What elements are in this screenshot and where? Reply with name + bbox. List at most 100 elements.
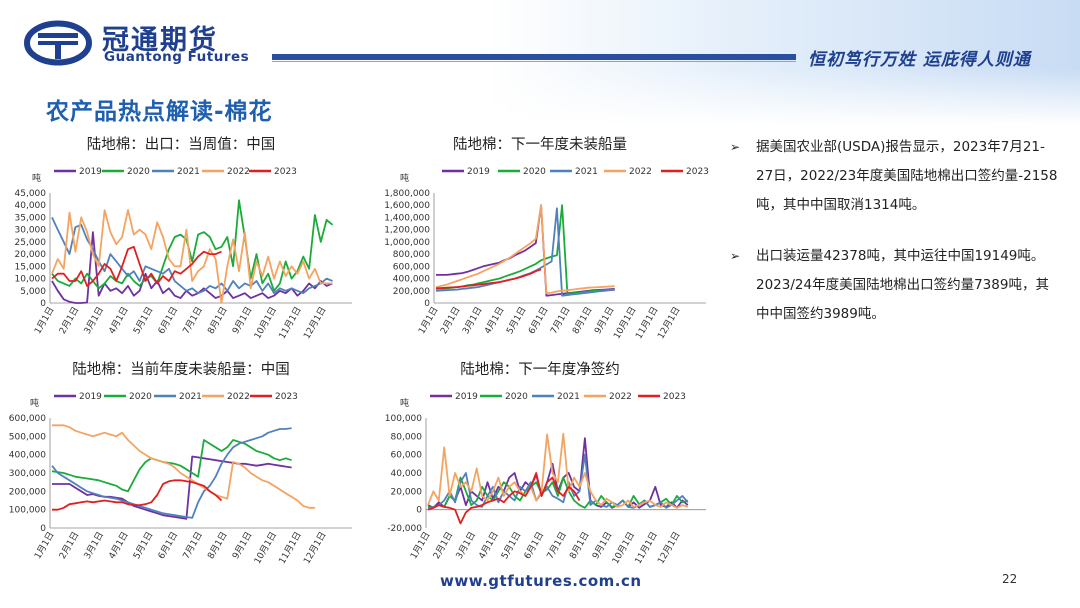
x-tick-label: 12月1日 xyxy=(301,530,328,566)
legend-label-2021: 2021 xyxy=(177,167,200,177)
series-line-2023 xyxy=(427,472,581,525)
x-tick-label: 9月1日 xyxy=(230,305,254,336)
legend-label-2021: 2021 xyxy=(575,167,598,177)
y-tick-label: 1,200,000 xyxy=(384,226,430,236)
x-tick-label: 2月1日 xyxy=(431,530,455,561)
chart-title: 陆地棉：下一年度净签约 xyxy=(460,362,620,378)
x-tick-label: 8月1日 xyxy=(570,305,594,336)
x-tick-label: 11月1日 xyxy=(277,305,304,341)
x-tick-label: 6月1日 xyxy=(156,305,180,336)
y-tick-label: 30,000 xyxy=(15,226,47,236)
x-tick-label: 3月1日 xyxy=(82,530,106,561)
chart-canvas: 吨 1,800,000 1,600,000 1,400,000 1,200,000 1,0… xyxy=(384,167,709,341)
y-tick-label: 0 xyxy=(40,524,46,534)
legend-label-2020: 2020 xyxy=(523,167,546,177)
y-tick-label: 15,000 xyxy=(15,262,47,272)
y-tick-label: 20,000 xyxy=(15,250,47,260)
legend-label-2023: 2023 xyxy=(275,392,298,402)
chart-next-year-net-sales: 陆地棉：下一年度净签约 吨 100,000 80,000 60,000 40,000 20… xyxy=(370,358,710,566)
y-tick-label: 45,000 xyxy=(15,189,47,199)
legend-label-2019: 2019 xyxy=(467,167,490,177)
brand-name-en: Guantong Futures xyxy=(104,49,250,65)
chart-title: 陆地棉：下一年度未装船量 xyxy=(453,137,627,153)
y-tick-label: 5,000 xyxy=(20,287,46,297)
page-number: 22 xyxy=(1002,572,1018,586)
x-tick-label: 5月1日 xyxy=(504,305,528,336)
x-tick-label: 5月1日 xyxy=(131,530,155,561)
arrow-bullet-icon: ➢ xyxy=(730,249,741,263)
x-tick-label: 5月1日 xyxy=(131,305,155,336)
series-line-2020 xyxy=(51,439,292,493)
legend-label-2023: 2023 xyxy=(663,392,686,402)
header-divider xyxy=(272,54,796,60)
footer-website-link[interactable]: www.gtfutures.com.cn xyxy=(440,572,642,590)
series-line-2021 xyxy=(435,207,615,297)
y-tick-label: 10,000 xyxy=(15,275,47,285)
legend-label-2021: 2021 xyxy=(557,392,580,402)
x-tick-label: 6月1日 xyxy=(156,530,180,561)
x-tick-label: 4月1日 xyxy=(107,305,131,336)
x-tick-label: 1月1日 xyxy=(416,305,440,336)
company-logo-icon xyxy=(24,20,92,66)
brand-name-cn: 冠通期货 xyxy=(102,25,218,56)
bullet-item: ➢ 据美国农业部(USDA)报告显示，2023年7月21-27日，2022/23… xyxy=(730,133,1060,220)
legend-label-2019: 2019 xyxy=(79,392,102,402)
arrow-bullet-icon: ➢ xyxy=(730,140,741,154)
y-unit-label: 吨 xyxy=(30,397,39,409)
y-tick-label: 60,000 xyxy=(391,451,423,461)
series-line-2022 xyxy=(51,209,333,304)
series-line-2019 xyxy=(51,231,333,304)
y-unit-label: 吨 xyxy=(32,172,41,184)
y-tick-label: 400,000 xyxy=(393,275,430,285)
chart-export-weekly-china: 陆地棉：出口：当周值：中国 吨 45,000 40,000 35,000 30,000 2… xyxy=(4,133,358,341)
chart-canvas: 吨 100,000 80,000 60,000 40,000 20,000 0 -20,000… xyxy=(385,392,706,566)
legend-label-2022: 2022 xyxy=(609,392,632,402)
y-tick-label: 0 xyxy=(416,506,422,516)
x-tick-label: 3月1日 xyxy=(82,305,106,336)
x-tick-label: 4月1日 xyxy=(107,530,131,561)
y-tick-label: 35,000 xyxy=(15,213,47,223)
bullet-text: 据美国农业部(USDA)报告显示，2023年7月21-27日，2022/23年度… xyxy=(756,139,1058,213)
series-line-2023 xyxy=(51,245,222,287)
header-divider-thin xyxy=(272,61,796,62)
series-line-2023 xyxy=(52,479,223,511)
series-line-2021 xyxy=(51,427,292,519)
x-tick-label: 7月1日 xyxy=(545,530,569,561)
header-fade xyxy=(0,0,1080,125)
page-title: 农产品热点解读-棉花 xyxy=(46,99,273,125)
y-tick-label: 40,000 xyxy=(391,469,423,479)
x-tick-label: 6月1日 xyxy=(526,305,550,336)
y-tick-label: 25,000 xyxy=(15,238,47,248)
x-tick-label: 4月1日 xyxy=(482,305,506,336)
legend-label-2022: 2022 xyxy=(629,167,652,177)
x-tick-label: 9月1日 xyxy=(230,530,254,561)
x-tick-label: 2月1日 xyxy=(57,530,81,561)
legend-label-2019: 2019 xyxy=(455,392,478,402)
y-tick-label: 1,800,000 xyxy=(384,189,430,199)
x-tick-label: 2月1日 xyxy=(57,305,81,336)
series-line-2020 xyxy=(51,199,334,292)
series-line-2019 xyxy=(436,204,615,297)
y-tick-label: 600,000 xyxy=(9,414,46,424)
x-tick-label: 3月1日 xyxy=(454,530,478,561)
x-tick-label: 5月1日 xyxy=(499,530,523,561)
x-tick-label: 12月1日 xyxy=(301,305,328,341)
series-line-2019 xyxy=(52,455,292,520)
x-tick-label: 1月1日 xyxy=(32,530,56,561)
y-tick-label: 80,000 xyxy=(391,432,423,442)
y-tick-label: 200,000 xyxy=(393,287,430,297)
series-line-2022 xyxy=(427,432,689,509)
legend-label-2020: 2020 xyxy=(129,392,152,402)
x-tick-label: 8月1日 xyxy=(205,305,229,336)
x-tick-label: 8月1日 xyxy=(205,530,229,561)
y-tick-label: 20,000 xyxy=(391,487,423,497)
legend-label-2021: 2021 xyxy=(179,392,202,402)
y-tick-label: 1,000,000 xyxy=(384,238,430,248)
legend-label-2022: 2022 xyxy=(227,392,250,402)
chart-current-year-unshipped-china: 陆地棉：当前年度未装船量：中国 吨 600,000 500,000 400,000 30… xyxy=(4,358,358,566)
y-tick-label: 100,000 xyxy=(385,414,422,424)
bullet-text: 出口装运量42378吨，其中运往中国19149吨。2023/24年度美国陆地棉出… xyxy=(756,248,1049,322)
y-tick-label: 0 xyxy=(424,299,430,309)
chart-canvas: 吨 600,000 500,000 400,000 300,000 200,000 100,… xyxy=(9,392,352,566)
x-tick-label: 4月1日 xyxy=(477,530,501,561)
